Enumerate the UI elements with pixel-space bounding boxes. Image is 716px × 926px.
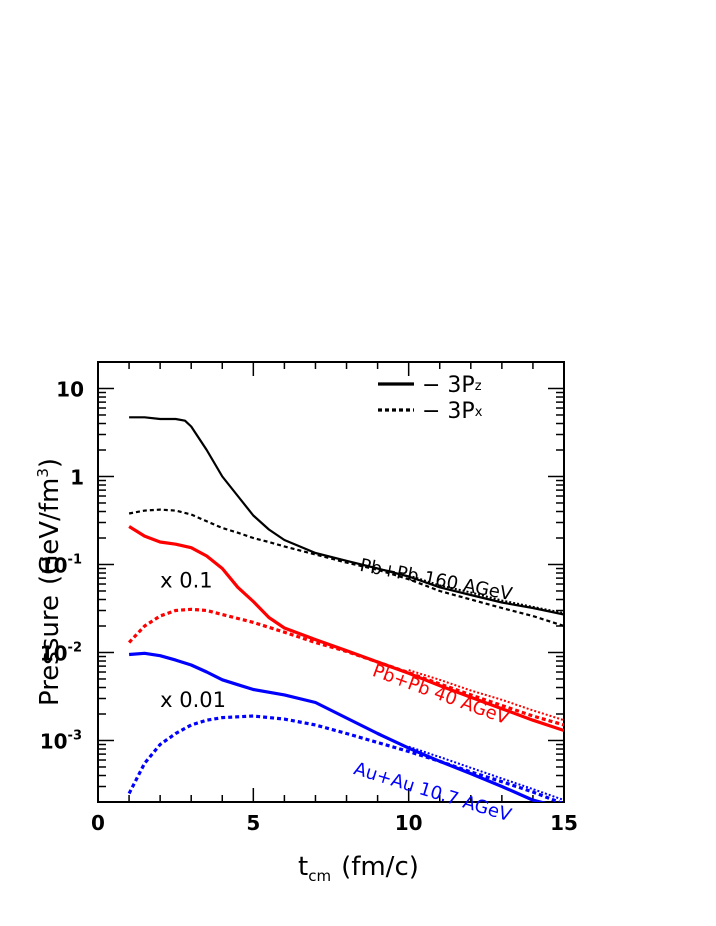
series-px-alt-line — [408, 574, 564, 615]
series-layer — [127, 416, 564, 802]
labels-layer: Pb+Pb 160 AGeV Pb+Pb 40 AGeV Au+Au 10.7 AG… — [160, 555, 514, 826]
x-tick-label: 10 — [395, 811, 423, 835]
x-tick-label: 5 — [246, 811, 260, 835]
series-pz-line — [129, 416, 564, 616]
series-px-line — [127, 714, 564, 802]
x-axis-title: tcm (fm/c) — [298, 852, 419, 885]
x-tick-label: 15 — [550, 811, 578, 835]
series-pz-line — [128, 525, 564, 733]
series-px-line — [128, 508, 564, 628]
series-label: Pb+Pb 40 AGeV — [370, 660, 513, 729]
series-px-alt-line — [408, 745, 564, 802]
y-axis-title: Pressure (GeV/fm3) — [34, 458, 65, 706]
series-px-line — [127, 607, 564, 727]
plot-frame — [97, 361, 565, 803]
series-pz-line — [128, 651, 547, 802]
legend-label: − 3Px — [422, 399, 483, 424]
series-label: Pb+Pb 160 AGeV — [358, 555, 515, 605]
y-axis-title-quantity: Pressure — [35, 595, 65, 706]
scale-annotation: x 0.01 — [160, 688, 226, 712]
y-tick-label: 10-3 — [40, 728, 82, 753]
x-axis-title-unit: (fm/c) — [341, 852, 419, 882]
legend-label: − 3Pz — [422, 373, 482, 398]
y-axis-title-unit: (GeV/fm — [35, 478, 65, 585]
x-axis: 0 5 10 15 — [91, 362, 578, 835]
y-tick-label: 1 — [70, 465, 84, 489]
y-tick-label: 10-2 — [40, 640, 82, 665]
y-axis-title-unit-close: ) — [35, 458, 65, 468]
y-tick-label: 10 — [56, 377, 84, 401]
x-axis-title-subscript: cm — [308, 867, 331, 885]
y-axis-title-unit-sup: 3 — [34, 468, 52, 478]
y-tick-label: 10-1 — [40, 552, 82, 577]
series-label: Au+Au 10.7 AGeV — [351, 758, 514, 826]
x-tick-label: 0 — [91, 811, 105, 835]
legend: − 3Pz− 3Px — [378, 373, 483, 424]
y-axis: 10 1 10-1 10-2 10-3 — [40, 361, 564, 803]
series-px-alt-line — [408, 669, 564, 722]
scale-annotation: x 0.1 — [160, 568, 213, 592]
x-axis-title-symbol: t — [298, 852, 308, 882]
